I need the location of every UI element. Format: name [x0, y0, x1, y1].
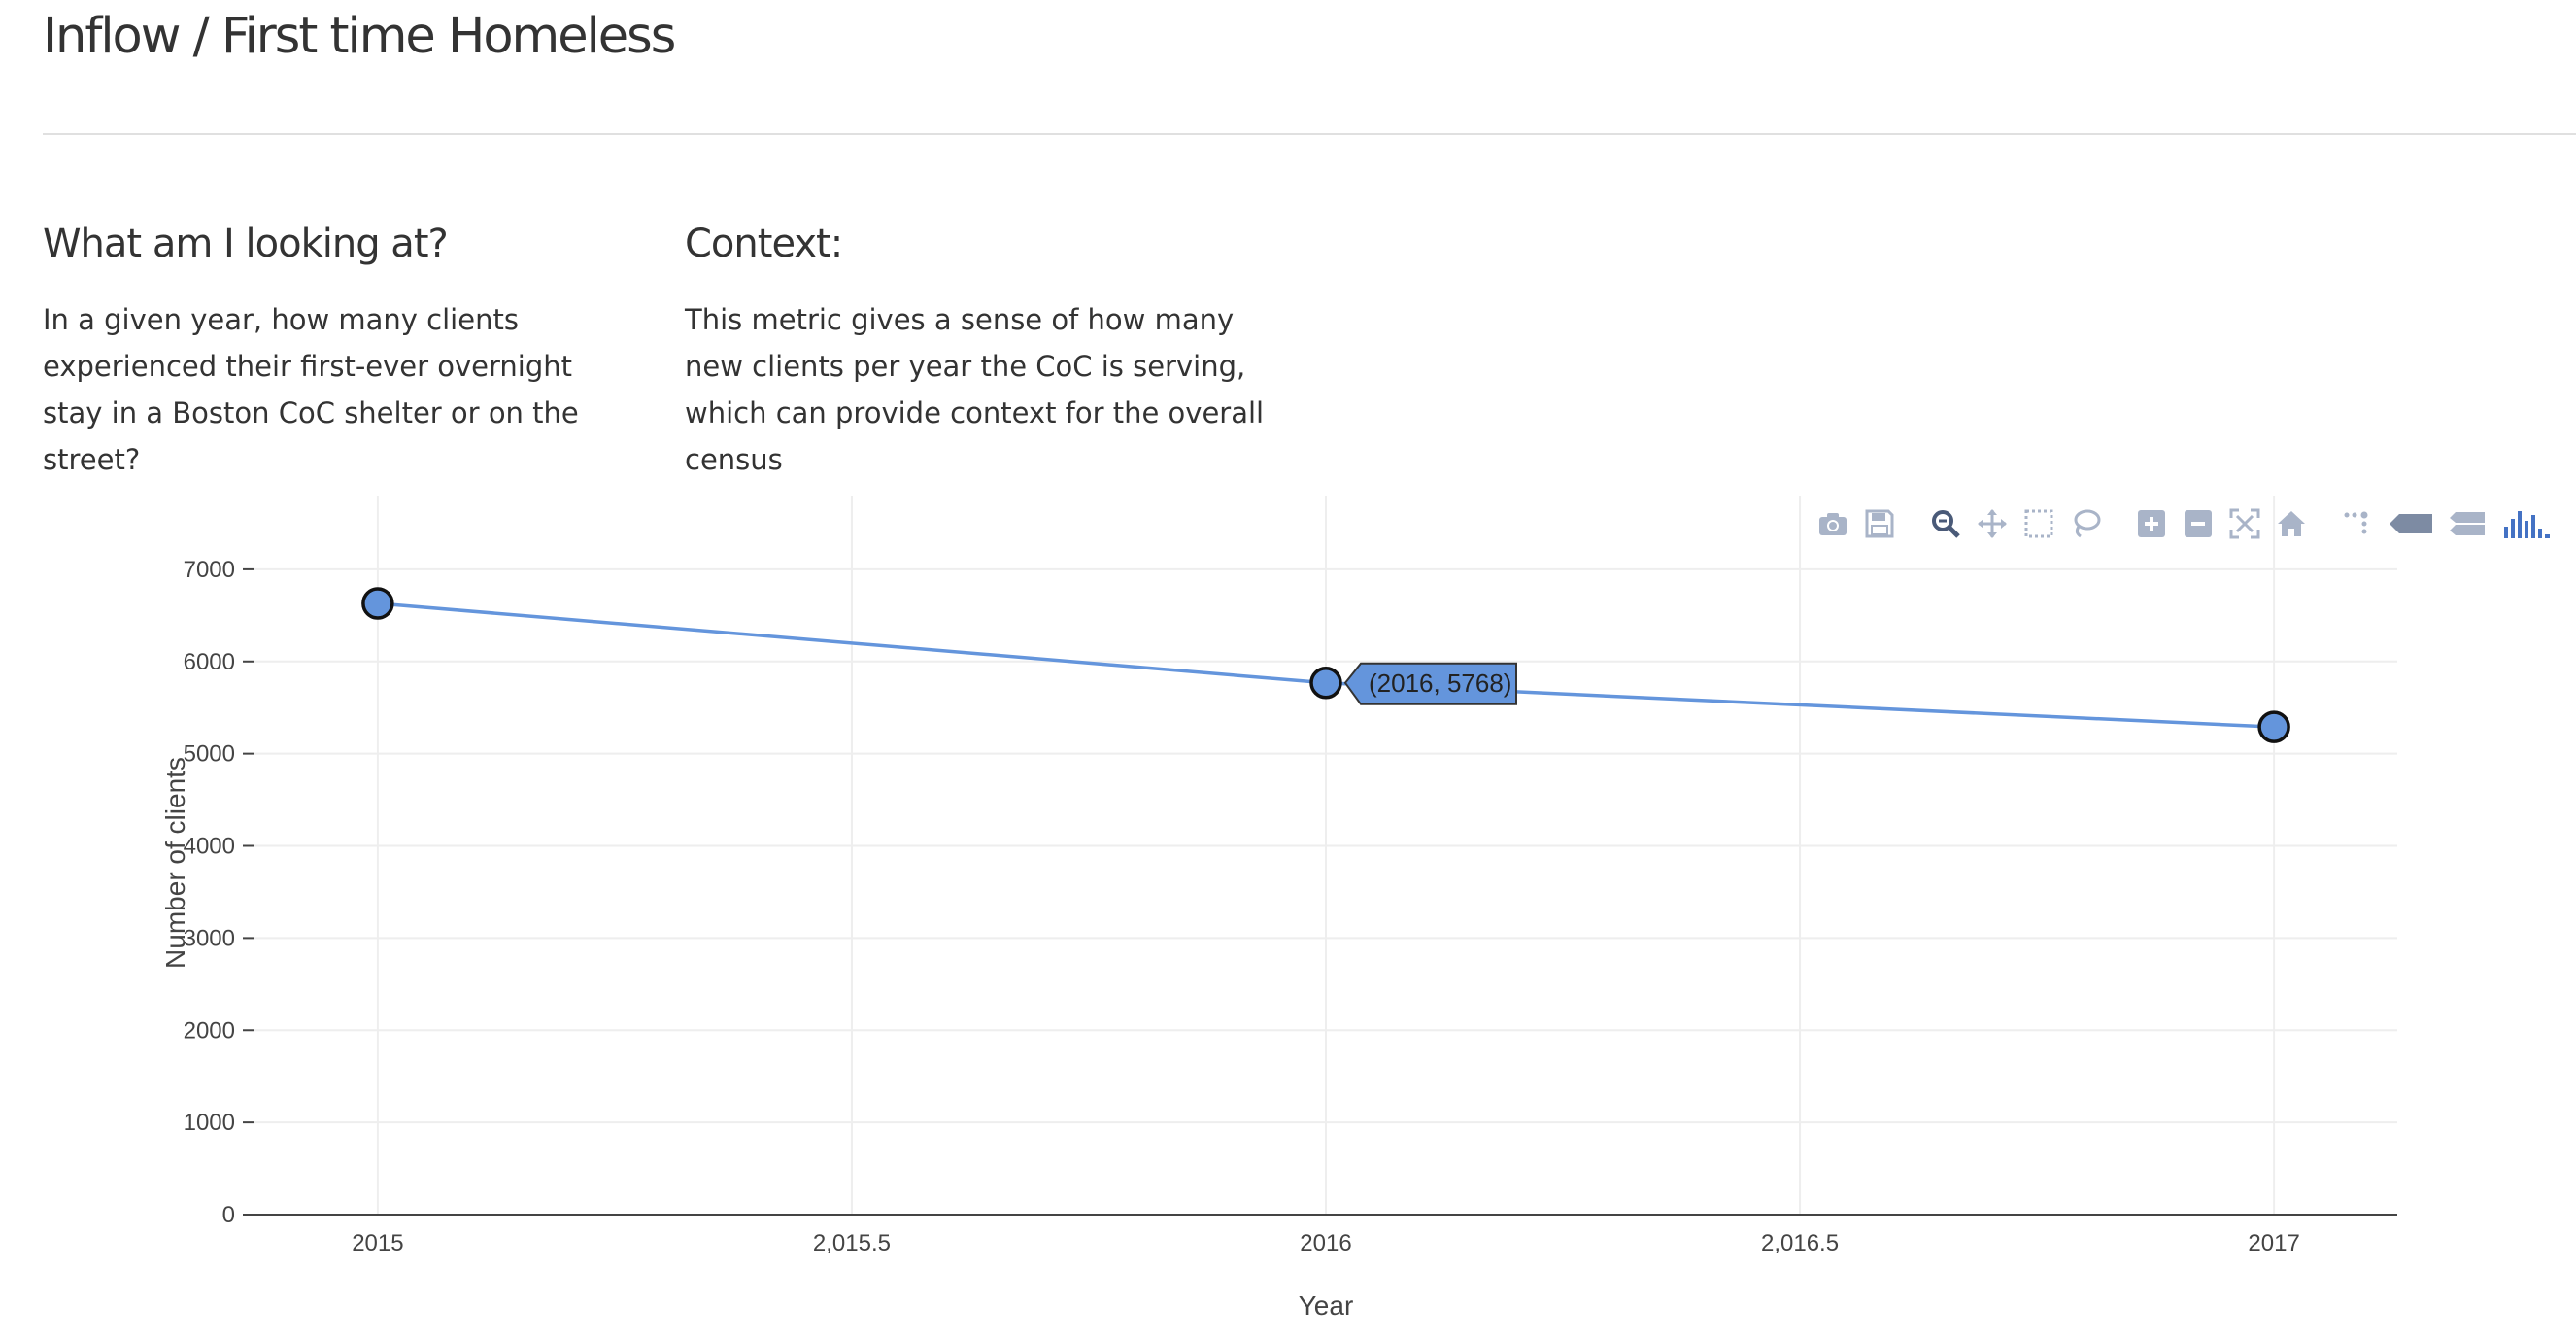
y-tick-label: 4000	[184, 834, 235, 860]
camera-icon[interactable]	[1816, 507, 1849, 540]
y-tick-label: 1000	[184, 1110, 235, 1136]
data-point[interactable]	[2257, 710, 2290, 743]
zoom-out-icon[interactable]	[2182, 507, 2215, 540]
title-divider	[43, 133, 2576, 135]
save-icon[interactable]	[1863, 507, 1896, 540]
context-description-line: which can provide context for the overal…	[685, 396, 1265, 429]
x-tick-label: 2016	[1300, 1230, 1351, 1256]
what-description-line: stay in a Boston CoC shelter or on the	[43, 396, 579, 429]
lasso-select-icon[interactable]	[2069, 507, 2102, 540]
x-tick-label: 2,015.5	[813, 1230, 891, 1256]
context-description-line: This metric gives a sense of how many	[685, 303, 1235, 336]
y-tick-label: 3000	[184, 925, 235, 951]
data-point[interactable]	[1309, 667, 1342, 700]
page-title: Inflow / First time Homeless	[43, 8, 676, 65]
autoscale-icon[interactable]	[2228, 507, 2261, 540]
context-description-line: new clients per year the CoC is serving,	[685, 350, 1246, 383]
hover-label-box	[1343, 662, 1517, 705]
hover-closest-icon[interactable]	[2388, 507, 2434, 540]
what-description-line: In a given year, how many clients	[43, 303, 519, 336]
what-heading: What am I looking at?	[43, 222, 449, 266]
x-tick-label: 2017	[2248, 1230, 2299, 1256]
y-tick-label: 5000	[184, 741, 235, 768]
what-description: In a given year, how many clients experi…	[43, 296, 579, 483]
y-tick-label: 0	[222, 1202, 235, 1228]
data-point[interactable]	[361, 587, 394, 620]
box-select-icon[interactable]	[2022, 507, 2055, 540]
hover-label-text: (2016, 5768)	[1369, 668, 1511, 698]
y-axis-title: Number of clients	[160, 757, 190, 969]
context-description: This metric gives a sense of how many ne…	[685, 296, 1264, 483]
x-axis-title: Year	[1299, 1290, 1354, 1320]
spike-lines-icon[interactable]	[2341, 507, 2374, 540]
chart-modebar	[1816, 505, 2553, 542]
reset-axes-icon[interactable]	[2275, 507, 2308, 540]
context-heading: Context:	[685, 222, 843, 266]
pan-icon[interactable]	[1976, 507, 2009, 540]
y-tick-label: 7000	[184, 557, 235, 583]
what-description-line: experienced their first-ever overnight	[43, 350, 573, 383]
zoom-icon[interactable]	[1929, 507, 1962, 540]
what-description-line: street?	[43, 443, 141, 476]
zoom-in-icon[interactable]	[2135, 507, 2168, 540]
plotly-logo-icon[interactable]	[2500, 507, 2553, 540]
x-tick-label: 2,016.5	[1761, 1230, 1839, 1256]
y-tick-label: 6000	[184, 649, 235, 675]
x-tick-label: 2015	[352, 1230, 403, 1256]
context-description-line: census	[685, 443, 783, 476]
y-tick-label: 2000	[184, 1017, 235, 1044]
hover-compare-icon[interactable]	[2448, 507, 2487, 540]
